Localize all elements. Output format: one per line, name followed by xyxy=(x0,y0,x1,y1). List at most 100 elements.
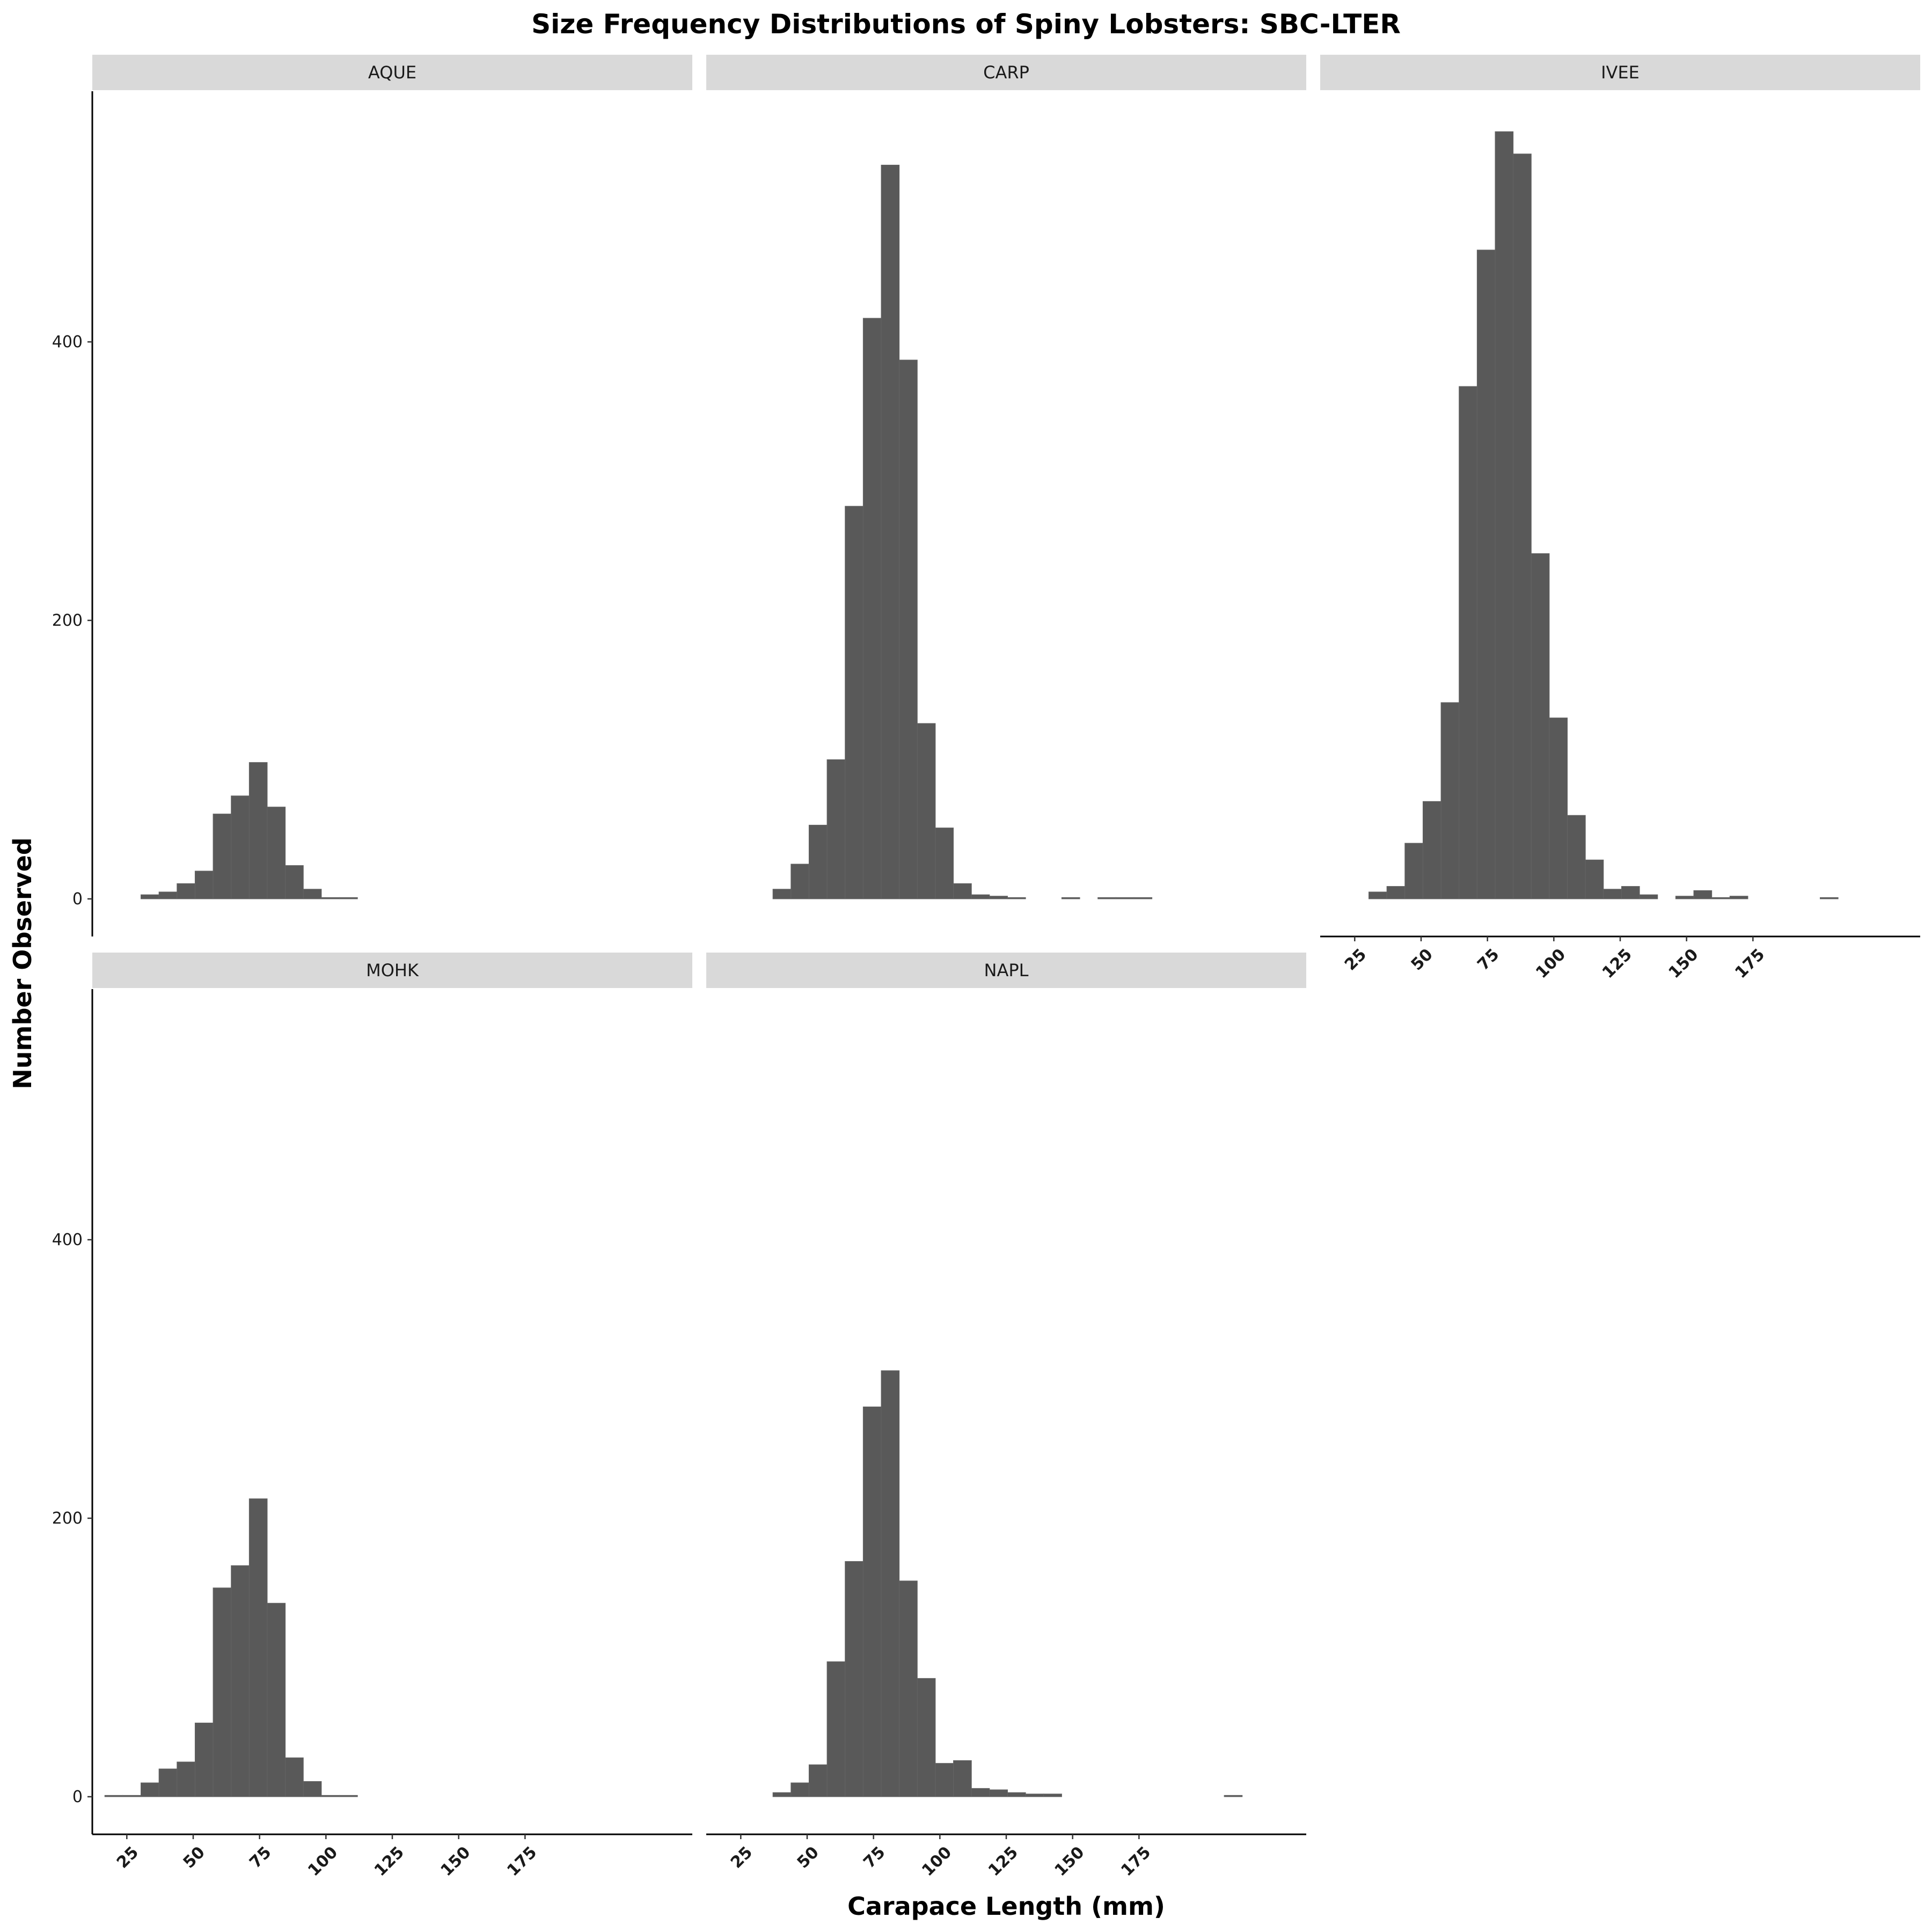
histogram-bar xyxy=(1729,896,1748,899)
histogram-bar xyxy=(935,1763,954,1797)
x-tick-label: 75 xyxy=(860,1843,889,1872)
histogram-bar xyxy=(248,1498,268,1797)
histogram-bar xyxy=(321,1795,340,1797)
histogram-bar xyxy=(248,762,268,899)
x-tick-label: 150 xyxy=(1051,1843,1088,1880)
histogram-bar xyxy=(953,1760,972,1797)
histogram-bar xyxy=(791,863,809,899)
histogram-bar xyxy=(935,828,954,899)
x-tick-label: 50 xyxy=(1408,945,1437,974)
histogram-bar xyxy=(1007,1792,1026,1797)
facet-strip-label: NAPL xyxy=(984,960,1029,980)
chart-title: Size Frequency Distributions of Spiny Lo… xyxy=(531,9,1401,40)
histogram-bar xyxy=(953,883,972,899)
x-tick-label: 175 xyxy=(503,1843,540,1880)
histogram-bar xyxy=(791,1782,809,1797)
histogram-bar xyxy=(285,865,304,899)
histogram-bar xyxy=(917,1678,936,1797)
histogram-bar xyxy=(1386,886,1406,899)
facet-strip xyxy=(1320,55,1920,90)
facet-panel-mohk: MOHK 0 200 400 25 50 75 100 125 150 175 xyxy=(52,953,692,1880)
histogram-bar xyxy=(826,1661,846,1797)
x-tick-label: 100 xyxy=(918,1843,955,1880)
histogram-bar xyxy=(899,1580,918,1797)
facet-strip-label: IVEE xyxy=(1601,62,1640,83)
facet-panel-napl: NAPL 25 50 75 100 125 150 175 xyxy=(706,953,1306,1880)
histogram-bar xyxy=(1675,896,1694,899)
facet-strip xyxy=(92,55,692,90)
histogram-bar xyxy=(339,897,358,899)
histogram-bar xyxy=(194,1722,214,1797)
y-tick-label: 200 xyxy=(52,1509,83,1528)
facet-panel-aque: AQUE 0 200 400 xyxy=(52,55,692,936)
y-tick-label: 0 xyxy=(72,890,83,909)
histogram-bar xyxy=(1133,897,1153,899)
histogram-bar xyxy=(1422,801,1441,899)
histogram-bar xyxy=(194,870,214,899)
histogram-bar xyxy=(772,889,792,899)
histogram-bar xyxy=(808,1764,828,1797)
histogram-bar xyxy=(1585,859,1604,899)
histogram-bar xyxy=(122,1795,142,1797)
x-tick-label: 50 xyxy=(180,1843,209,1872)
facet-strip xyxy=(706,55,1306,90)
histogram-bar xyxy=(1097,897,1116,899)
histogram-bar xyxy=(1603,889,1622,899)
histogram-bar xyxy=(141,894,159,899)
histogram-bar xyxy=(971,894,990,899)
histogram-bar xyxy=(213,814,232,899)
histogram-bar xyxy=(177,883,195,899)
y-tick-label: 0 xyxy=(72,1788,83,1806)
histogram-bar xyxy=(1621,886,1640,899)
facet-strip-label: AQUE xyxy=(368,62,416,83)
x-tick-label: 100 xyxy=(304,1843,341,1880)
x-tick-label: 150 xyxy=(1665,945,1702,982)
histogram-bar xyxy=(1495,131,1514,899)
histogram-bar xyxy=(1459,386,1477,899)
histogram-bar xyxy=(285,1757,304,1797)
histogram-bar xyxy=(881,165,900,899)
histogram-bar xyxy=(141,1782,159,1797)
histogram-bar xyxy=(1567,815,1586,899)
x-tick-label: 175 xyxy=(1731,945,1768,982)
histogram-bar xyxy=(1513,153,1532,899)
x-tick-label: 125 xyxy=(1599,945,1636,982)
histogram-bar xyxy=(177,1761,195,1797)
histogram-bar xyxy=(845,506,863,899)
facet-strip-label: CARP xyxy=(983,62,1029,83)
histogram-bar xyxy=(231,1565,250,1797)
facet-panels: AQUE 0 200 400 CARP IVEE 25 50 75 100 125 150 175 MOH… xyxy=(52,55,1920,1880)
x-tick-label: 175 xyxy=(1117,1843,1154,1880)
histogram-bar xyxy=(1368,891,1387,899)
facet-panel-ivee: IVEE 25 50 75 100 125 150 175 xyxy=(1320,55,1920,982)
x-tick-label: 75 xyxy=(1474,945,1503,974)
histogram-bar xyxy=(1025,1794,1044,1797)
x-tick-label: 50 xyxy=(794,1843,823,1872)
histogram-bar xyxy=(1549,718,1568,899)
histogram-bar xyxy=(917,723,936,899)
histogram-bar xyxy=(1007,897,1026,899)
histogram-bar xyxy=(1115,897,1135,899)
facet-panel-carp: CARP xyxy=(706,55,1306,899)
histogram-bar xyxy=(1693,890,1713,899)
histogram-bar xyxy=(158,1768,178,1797)
histogram-bar xyxy=(1820,897,1839,899)
histogram-bar xyxy=(1224,1795,1243,1797)
histogram-bar xyxy=(303,889,322,899)
histogram-bar xyxy=(1476,250,1496,899)
facet-strip-label: MOHK xyxy=(366,960,419,980)
histogram-bar xyxy=(971,1788,990,1797)
facet-strip xyxy=(706,953,1306,988)
histogram-bar xyxy=(881,1370,900,1797)
y-tick-label: 400 xyxy=(52,1231,83,1249)
x-axis-title: Carapace Length (mm) xyxy=(847,1892,1165,1921)
x-tick-label: 25 xyxy=(1341,945,1370,974)
x-tick-label: 100 xyxy=(1532,945,1569,982)
histogram-bar xyxy=(845,1561,863,1797)
histogram-bar xyxy=(808,824,828,899)
histogram-bar xyxy=(267,1602,286,1797)
histogram-bar xyxy=(303,1781,322,1797)
histogram-bar xyxy=(862,1406,882,1797)
x-tick-label: 150 xyxy=(437,1843,474,1880)
